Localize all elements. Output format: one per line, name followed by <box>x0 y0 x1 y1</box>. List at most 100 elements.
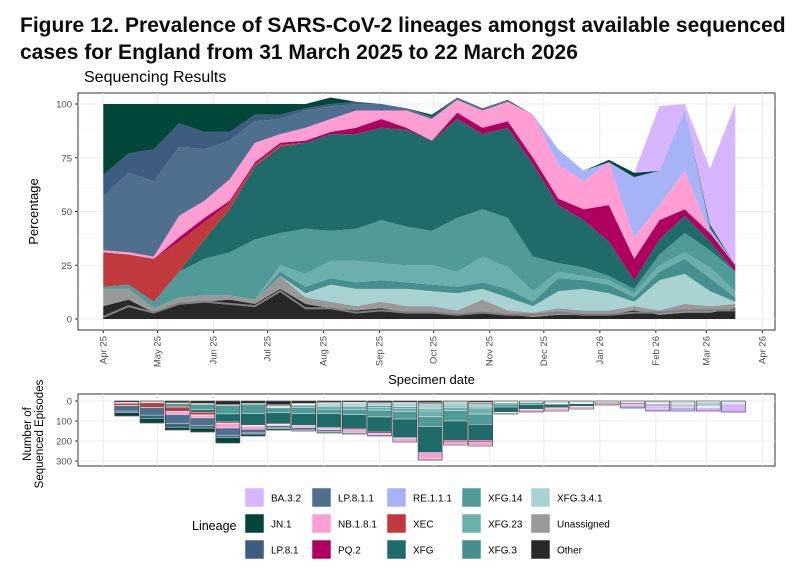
legend-label-re-1-1-1: RE.1.1.1 <box>413 494 452 505</box>
bar-segment-xec <box>114 403 139 406</box>
area-xfg-3-4-1 <box>103 273 736 313</box>
bar-segment-lp-8-1-1 <box>316 429 342 432</box>
bar-segment-nb-1-8-1 <box>190 415 215 419</box>
legend-label-xfg-3-4-1: XFG.3.4.1 <box>557 494 603 505</box>
bar-segment-nb-1-8-1 <box>519 409 544 413</box>
bar-segment-xfg-3-4-1 <box>670 401 696 404</box>
bar-outline <box>544 400 569 412</box>
bar-outline <box>139 400 165 424</box>
bar-segment-lp-8-1 <box>114 410 139 413</box>
bar-chart-panel: 0 100 200 300 Number of Sequenced Episodes <box>22 379 776 488</box>
legend-swatch-xfg-14 <box>461 487 482 508</box>
x-tick-label: Nov 25 <box>485 336 496 366</box>
bar-segment-xfg-14 <box>443 410 468 422</box>
bar-outline <box>443 400 468 446</box>
bar-segment-xfg <box>569 403 594 407</box>
bar-segment-other <box>266 400 291 406</box>
bar-y-tick-label: 100 <box>56 417 72 428</box>
bar-outline <box>341 400 367 435</box>
legend-label-lp-8-1: LP.8.1 <box>271 546 299 557</box>
bar-outline <box>594 400 620 406</box>
bar-segment-ba-3-2 <box>721 403 746 413</box>
bar-segment-pq-2 <box>468 440 493 443</box>
bar-outline <box>240 400 266 437</box>
bar-segment-xfg-14 <box>417 416 443 427</box>
y-tick-label: 50 <box>61 207 72 218</box>
figure-title: Figure 12. Prevalence of SARS-CoV-2 line… <box>20 14 786 64</box>
bar-segment-nb-1-8-1 <box>240 425 266 430</box>
legend-label-nb-1-8-1: NB.1.8.1 <box>338 520 377 531</box>
bar-segment-xfg <box>392 418 418 438</box>
legend-swatch-ba-3-2 <box>244 487 265 508</box>
bar-segment-xfg <box>443 420 468 441</box>
legend-label-xfg: XFG <box>413 546 434 557</box>
bar-segment-lp-8-1-1 <box>215 427 241 436</box>
legend-swatch-xfg-3-4-1 <box>530 487 551 508</box>
legend-swatch-lp-8-1 <box>244 539 265 560</box>
bar-segment-xfg-14 <box>493 403 519 408</box>
x-tick-label: Mar 26 <box>701 336 712 366</box>
x-tick-label: Sep 25 <box>375 336 386 366</box>
bar-outline <box>316 400 342 434</box>
bar-segment-xfg <box>468 424 493 441</box>
bar-segment-xfg-14 <box>291 407 316 414</box>
bar-segment-other <box>190 400 215 404</box>
bar-segment-xfg-23 <box>367 407 392 411</box>
bar-segment-jn-1 <box>114 412 139 417</box>
legend-label-xec: XEC <box>413 520 434 531</box>
bar-segment-lp-8-1 <box>215 435 241 438</box>
bar-segment-xfg <box>342 414 367 430</box>
bar-segment-jn-1 <box>139 418 165 424</box>
bar-segment-xfg-23 <box>342 406 367 411</box>
y-tick-label: 100 <box>56 100 72 111</box>
bar-segment-other <box>215 400 241 405</box>
bar-segment-nb-1-8-1 <box>443 441 468 445</box>
bar-segment-unassigned <box>468 402 493 406</box>
legend-title: Lineage <box>192 519 237 533</box>
bar-outline <box>367 400 392 437</box>
x-tick-label: May 25 <box>152 336 163 367</box>
y-axis-title: Percentage <box>26 178 41 245</box>
bar-outline <box>392 400 418 443</box>
bar-segment-xfg-3 <box>417 408 443 412</box>
area-ba-3-2 <box>103 97 736 266</box>
bar-segment-xfg-14 <box>519 402 544 405</box>
y-tick-label: 0 <box>67 315 72 326</box>
bar-segment-xfg-14 <box>367 409 392 418</box>
x-tick-label: Jun 25 <box>208 336 219 365</box>
bar-segment-xfg-23 <box>468 408 493 415</box>
x-tick-label: Oct 25 <box>429 336 440 364</box>
bar-segment-xfg-14 <box>215 405 241 415</box>
bar-segment-xfg <box>316 413 342 428</box>
y-tick-label: 25 <box>61 261 72 272</box>
x-tick-label: Apr 26 <box>757 336 768 364</box>
bar-segment-nb-1-8-1 <box>569 406 594 409</box>
bar-segment-xfg <box>240 413 266 426</box>
bar-outline <box>190 400 215 433</box>
bar-segment-xfg-3 <box>367 405 392 408</box>
x-axis-title: Specimen date <box>388 372 475 387</box>
bar-segment-xfg <box>519 404 544 410</box>
legend-swatch-lp-8-1-1 <box>311 487 332 508</box>
bar-outline <box>165 400 190 431</box>
bar-segment-ba-3-2 <box>645 407 670 412</box>
bar-outline <box>569 400 595 410</box>
bar-segment-xfg-14 <box>392 411 418 420</box>
legend-label-xfg-14: XFG.14 <box>488 494 523 505</box>
bar-segment-xfg-14 <box>316 409 342 414</box>
bar-segment-xfg-23 <box>443 407 468 411</box>
bar-y-axis-title: Sequenced Episodes <box>34 379 46 488</box>
bar-segment-re-1-1-1 <box>645 406 670 409</box>
area-lp-8-1-1 <box>103 97 736 266</box>
bar-segment-xfg-3-4-1 <box>645 401 670 403</box>
bar-segment-jn-1 <box>165 426 190 431</box>
bar-segment-xfg-23 <box>417 410 443 417</box>
bar-segment-xfg <box>367 416 392 433</box>
legend-swatch-xec <box>386 513 407 534</box>
bar-segment-xfg-23 <box>392 407 418 412</box>
bar-outline <box>215 400 241 444</box>
bar-segment-lp-8-1-1 <box>190 417 215 426</box>
legend-swatch-xfg <box>386 539 407 560</box>
bar-segment-xfg-23 <box>316 406 342 410</box>
